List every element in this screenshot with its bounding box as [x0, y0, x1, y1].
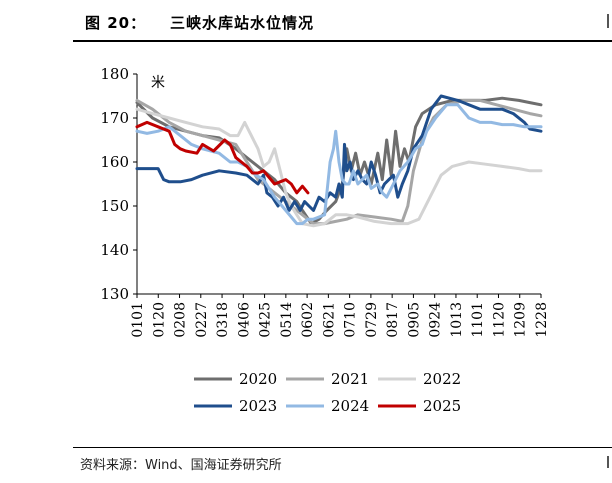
- x-tick-label: 0120: [151, 302, 167, 338]
- x-tick-label: 1101: [470, 302, 486, 338]
- corner-mark: [607, 14, 612, 28]
- x-tick-label: 1013: [449, 302, 465, 338]
- y-tick-label: 180: [100, 65, 129, 83]
- y-tick-label: 170: [100, 109, 129, 127]
- figure-label: 图 20：: [85, 14, 147, 32]
- x-tick-label: 0621: [321, 302, 337, 338]
- x-tick-label: 0101: [130, 302, 146, 338]
- figure-title: 三峡水库站水位情况: [170, 14, 315, 32]
- series-line-2024: [135, 103, 543, 226]
- x-tick-label: 0817: [385, 302, 401, 338]
- source-note: 资料来源：Wind、国海证券研究所: [80, 458, 282, 473]
- x-tick-label: 0905: [406, 302, 422, 338]
- bottom-rule: [73, 447, 612, 448]
- x-tick-label: 0729: [364, 302, 380, 338]
- x-tick-label: 0208: [173, 302, 189, 338]
- legend-label-2023: 2023: [239, 397, 277, 415]
- legend-label-2024: 2024: [331, 397, 369, 415]
- chart-legend: 2020 2021 2022 2023 2024 2025: [194, 370, 461, 415]
- y-tick-label: 160: [100, 153, 129, 171]
- y-unit-label: 米: [151, 75, 165, 91]
- x-tick-label: 1209: [513, 302, 529, 338]
- series-line-2023: [135, 94, 543, 212]
- top-rule: [73, 40, 612, 42]
- x-tick-label: 0602: [300, 302, 316, 338]
- legend-label-2022: 2022: [423, 370, 461, 388]
- corner-mark-bottom: [607, 456, 612, 468]
- x-tick-label: 1228: [534, 302, 550, 338]
- legend-label-2025: 2025: [423, 397, 461, 415]
- x-tick-label: 0406: [236, 302, 252, 338]
- y-tick-label: 130: [100, 285, 129, 303]
- y-tick-label: 150: [100, 197, 129, 215]
- figure-title-row: 图 20： 三峡水库站水位情况: [73, 6, 612, 36]
- x-tick-label: 0425: [258, 302, 274, 338]
- y-tick-label: 140: [100, 241, 129, 259]
- chart-axes: 130 140 150 160 170 180 米 0101 0120 0208 0227 0318 0…: [100, 65, 550, 338]
- x-tick-label: 0514: [279, 302, 295, 338]
- legend-label-2020: 2020: [239, 370, 277, 388]
- x-tick-label: 0710: [343, 302, 359, 338]
- x-tick-label: 1120: [491, 302, 507, 338]
- series-line-2020: [135, 96, 543, 226]
- series-line-2025: [135, 120, 310, 195]
- x-tick-label: 0318: [215, 302, 231, 338]
- x-tick-label: 0924: [428, 302, 444, 338]
- chart-series: [135, 94, 543, 228]
- legend-label-2021: 2021: [331, 370, 369, 388]
- line-chart: 130 140 150 160 170 180 米 0101 0120 0208 0227 0318 0…: [100, 65, 550, 415]
- x-tick-label: 0227: [194, 302, 210, 338]
